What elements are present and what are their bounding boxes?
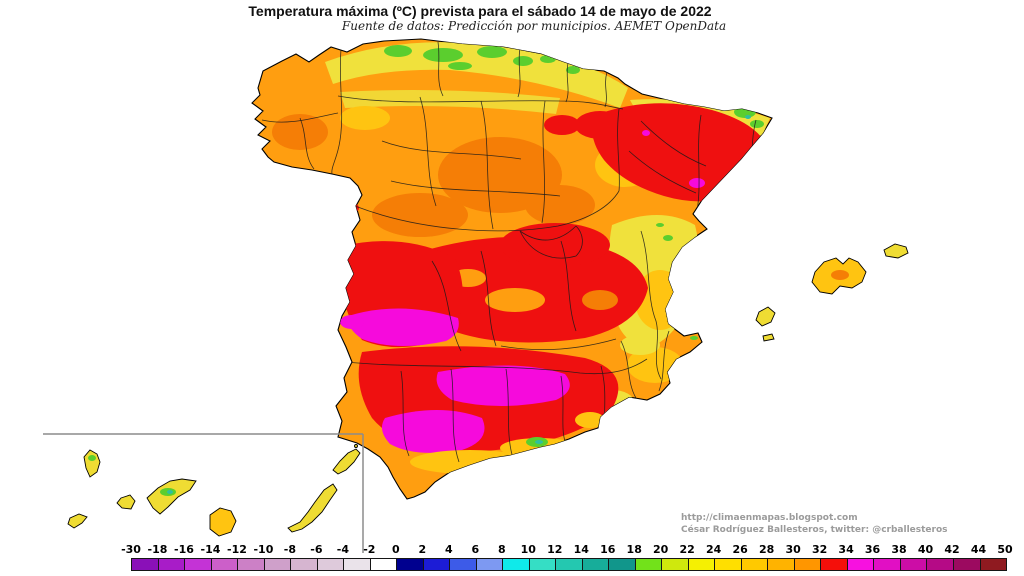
scale-cell [927, 559, 954, 570]
scale-cell [688, 559, 716, 570]
scale-tick-label: 30 [785, 543, 801, 556]
scale-tick-label: 16 [600, 543, 616, 556]
scale-cell [794, 559, 822, 570]
scale-tick-label: 18 [626, 543, 642, 556]
canary-inset-frame [43, 433, 364, 553]
scale-tick-label: 50 [997, 543, 1013, 556]
scale-cell [953, 559, 981, 570]
scale-tick-label: 42 [944, 543, 960, 556]
plateau-warm-patches [272, 106, 595, 237]
scale-cell [317, 559, 345, 570]
scale-tick-label: 2 [418, 543, 427, 556]
scale-tick-label: 24 [706, 543, 722, 556]
scale-tick-label: 0 [392, 543, 400, 556]
scale-cell [476, 559, 504, 570]
scale-tick-label: 22 [679, 543, 695, 556]
scale-cell [423, 559, 451, 570]
scale-tick-label: -12 [227, 543, 247, 556]
galicia-hotspot [272, 202, 359, 260]
scale-tick-label: 36 [864, 543, 881, 556]
scale-cell [238, 559, 265, 570]
scale-cell [132, 559, 159, 570]
attribution-url: http://climaenmapas.blogspot.com [681, 513, 858, 523]
scale-tick-label: -2 [363, 543, 376, 556]
scale-tick-label: 26 [732, 543, 748, 556]
scale-tick-label: 28 [758, 543, 775, 556]
scale-tick-label: 12 [547, 543, 563, 556]
balearic-islands [755, 243, 909, 342]
extremadura-hot-region [340, 241, 463, 348]
scale-tick-label: 32 [811, 543, 828, 556]
temperature-scale-labels: -30 -18 -16 -14 -12 -10 -8 -6 -4 -2 0 2 4 6 8 10 12 14 16 1… [121, 543, 1013, 557]
scale-tick-label: -18 [147, 543, 168, 556]
scale-cell [158, 559, 186, 570]
scale-cell [291, 559, 318, 570]
scale-tick-label: 20 [653, 543, 669, 556]
scale-cell [821, 559, 848, 570]
scale-cell [450, 559, 477, 570]
scale-tick-label: 10 [520, 543, 536, 556]
scale-cell [370, 559, 398, 570]
scale-tick-label: 8 [497, 543, 506, 556]
scale-cell [211, 559, 239, 570]
scale-cell [503, 559, 530, 570]
scale-cell [556, 559, 583, 570]
scale-tick-label: 6 [471, 543, 480, 556]
scale-cell [662, 559, 689, 570]
scale-cell [609, 559, 636, 570]
scale-cell [529, 559, 557, 570]
attribution-author: César Rodríguez Ballesteros, twitter: @c… [681, 524, 948, 535]
scale-tick-label: 40 [917, 543, 934, 556]
scale-tick-label: -30 [121, 543, 141, 556]
scale-cell [741, 559, 769, 570]
scale-cell [847, 559, 875, 570]
scale-tick-label: 4 [444, 543, 453, 556]
scale-tick-label: 38 [891, 543, 907, 556]
scale-tick-label: 14 [573, 543, 589, 556]
page-title: Temperatura máxima (ºC) prevista para el… [248, 3, 712, 19]
scale-cell [397, 559, 424, 570]
scale-cell [582, 559, 610, 570]
scale-tick-label: -4 [336, 543, 349, 556]
guadalquivir-hot-region [358, 346, 619, 474]
scale-cell [635, 559, 663, 570]
scale-cell [874, 559, 901, 570]
scale-tick-label: -14 [200, 543, 221, 556]
scale-cell [768, 559, 795, 570]
canary-islands [67, 444, 361, 537]
scale-cell [900, 559, 928, 570]
scale-cell [264, 559, 292, 570]
scale-tick-label: -16 [174, 543, 194, 556]
scale-cell [980, 559, 1007, 570]
page-subtitle: Fuente de datos: Predicción por municipi… [341, 19, 727, 33]
scale-tick-label: -6 [310, 543, 323, 556]
attribution: http://climaenmapas.blogspot.com César R… [681, 513, 948, 536]
temperature-scale [131, 558, 1007, 571]
scale-cell [185, 559, 212, 570]
scale-tick-label: 34 [838, 543, 854, 556]
scale-cell [344, 559, 371, 570]
province-borders [261, 41, 757, 463]
scale-tick-label: 44 [970, 543, 987, 556]
scale-cell [715, 559, 742, 570]
scale-tick-label: -8 [283, 543, 297, 556]
scale-tick-label: -10 [253, 543, 274, 556]
